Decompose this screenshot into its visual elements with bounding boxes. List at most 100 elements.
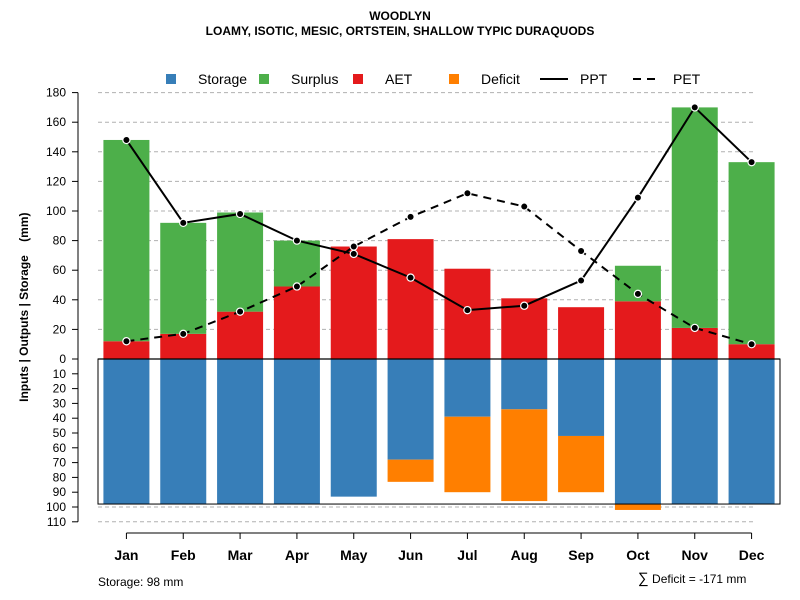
ppt-point [463, 305, 472, 315]
legend-ppt-label: PPT [580, 71, 608, 87]
pet-point [122, 337, 131, 346]
y-tick-label: 100 [46, 204, 66, 218]
x-tick-label: Oct [626, 547, 650, 563]
legend-storage-key [166, 74, 176, 84]
pet-point [747, 340, 756, 349]
y-tick-label: 90 [53, 485, 67, 499]
aet-bar [273, 286, 320, 359]
storage-bar [444, 359, 491, 417]
storage-bar [160, 359, 207, 505]
deficit-bar [558, 435, 605, 493]
pet-point [235, 307, 245, 316]
x-tick-label: Feb [171, 547, 196, 563]
y-tick-label: 40 [53, 293, 67, 307]
y-tick-label: 70 [53, 456, 67, 470]
surplus-bar [103, 139, 150, 342]
y-tick-label: 20 [53, 382, 67, 396]
surplus-bar [273, 240, 320, 287]
legend-surplus-label: Surplus [291, 71, 338, 87]
legend-aet-key [353, 74, 363, 84]
pet-point [690, 323, 699, 333]
storage-bar [614, 359, 661, 505]
ppt-line [125, 105, 753, 312]
storage-bar [103, 359, 150, 505]
storage-bar [501, 359, 548, 410]
y-tick-label: 180 [46, 86, 66, 100]
x-tick-label: Jan [114, 547, 138, 563]
ppt-point [520, 301, 529, 310]
x-tick-label: Apr [285, 547, 310, 563]
storage-bar [330, 359, 377, 497]
pet-line [126, 192, 752, 346]
aet-bar [217, 311, 264, 359]
aet-bar [103, 341, 150, 359]
chart-title: WOODLYN [369, 9, 431, 23]
y-tick-label: 100 [46, 500, 66, 514]
ppt-point [406, 273, 415, 282]
ppt-point [235, 209, 245, 219]
surplus-bar [728, 162, 775, 345]
pet-point [633, 289, 643, 299]
y-tick-label: 20 [53, 322, 67, 336]
deficit-bar [614, 504, 661, 510]
y-tick-label: 80 [53, 470, 67, 484]
aet-bar [558, 307, 605, 359]
ppt-point [747, 157, 756, 167]
pet-point [292, 282, 302, 291]
ppt-point [633, 193, 643, 202]
deficit-total: Deficit = -171 mm [652, 572, 747, 586]
surplus-bar [217, 212, 264, 312]
pet-point [179, 329, 188, 339]
storage-bar [387, 359, 434, 460]
legend-aet-label: AET [385, 71, 413, 87]
aet-bar [728, 344, 775, 359]
ppt-point [576, 276, 586, 285]
sigma-symbol: ∑ [638, 570, 649, 587]
y-tick-label: 10 [53, 367, 67, 381]
x-tick-label: May [340, 547, 367, 563]
legend-deficit-key [449, 74, 459, 84]
x-tick-label: Aug [511, 547, 538, 563]
x-tick-label: Jul [457, 547, 477, 563]
pet-point [576, 246, 586, 256]
ppt-point [122, 135, 131, 145]
x-tick-label: Dec [739, 547, 765, 563]
deficit-bar [444, 416, 491, 493]
storage-bar [671, 359, 718, 505]
y-tick-label: 40 [53, 411, 67, 425]
y-tick-label: 60 [53, 441, 67, 455]
y-tick-label: 140 [46, 145, 66, 159]
ppt-point [292, 236, 302, 245]
y-tick-label: 0 [59, 352, 66, 366]
legend-pet-label: PET [673, 71, 701, 87]
surplus-bar [160, 222, 207, 334]
ppt-point [179, 218, 188, 228]
x-tick-label: Sep [568, 547, 594, 563]
ppt-point [690, 103, 699, 112]
legend-storage-label: Storage [198, 71, 247, 87]
storage-bar [728, 359, 775, 505]
y-axis-label: Inputs | Outputs | Storage (mm) [17, 213, 31, 402]
storage-note: Storage: 98 mm [98, 575, 184, 589]
ppt-point [349, 249, 358, 259]
y-tick-label: 120 [46, 174, 66, 188]
aet-bar [387, 239, 434, 359]
pet-point [406, 212, 415, 222]
storage-bar [273, 359, 320, 505]
y-tick-label: 50 [53, 426, 67, 440]
x-tick-label: Mar [228, 547, 253, 563]
legend-deficit-label: Deficit [481, 71, 520, 87]
y-tick-label: 160 [46, 115, 66, 129]
x-tick-label: Nov [682, 547, 709, 563]
storage-bar [217, 359, 264, 505]
surplus-bar [671, 107, 718, 328]
aet-bar [330, 246, 377, 359]
y-tick-label: 60 [53, 263, 67, 277]
deficit-note: ∑ Deficit = -171 mm [638, 570, 746, 587]
deficit-bar [387, 459, 434, 482]
x-tick-label: Jun [398, 547, 423, 563]
aet-bar [614, 301, 661, 359]
y-tick-label: 30 [53, 396, 67, 410]
y-tick-label: 110 [47, 515, 66, 529]
